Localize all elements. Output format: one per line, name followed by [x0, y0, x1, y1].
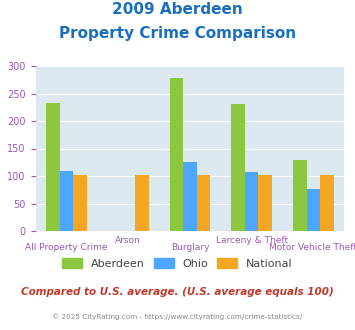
Bar	[307, 189, 320, 231]
Text: Compared to U.S. average. (U.S. average equals 100): Compared to U.S. average. (U.S. average …	[21, 287, 334, 297]
Text: Larceny & Theft: Larceny & Theft	[215, 236, 288, 245]
Bar	[245, 172, 258, 231]
Text: Motor Vehicle Theft: Motor Vehicle Theft	[269, 243, 355, 251]
Text: Burglary: Burglary	[171, 243, 209, 251]
Legend: Aberdeen, Ohio, National: Aberdeen, Ohio, National	[62, 258, 293, 269]
Bar	[46, 103, 60, 231]
Bar	[73, 175, 87, 231]
Bar	[320, 175, 334, 231]
Bar	[60, 171, 73, 231]
Bar	[183, 162, 197, 231]
Text: 2009 Aberdeen: 2009 Aberdeen	[112, 2, 243, 16]
Bar	[197, 175, 210, 231]
Text: © 2025 CityRating.com - https://www.cityrating.com/crime-statistics/: © 2025 CityRating.com - https://www.city…	[53, 314, 302, 320]
Text: Property Crime Comparison: Property Crime Comparison	[59, 26, 296, 41]
Text: Arson: Arson	[115, 236, 141, 245]
Bar	[135, 175, 148, 231]
Bar	[231, 104, 245, 231]
Text: All Property Crime: All Property Crime	[25, 243, 108, 251]
Bar	[170, 78, 183, 231]
Bar	[293, 159, 307, 231]
Bar	[258, 175, 272, 231]
